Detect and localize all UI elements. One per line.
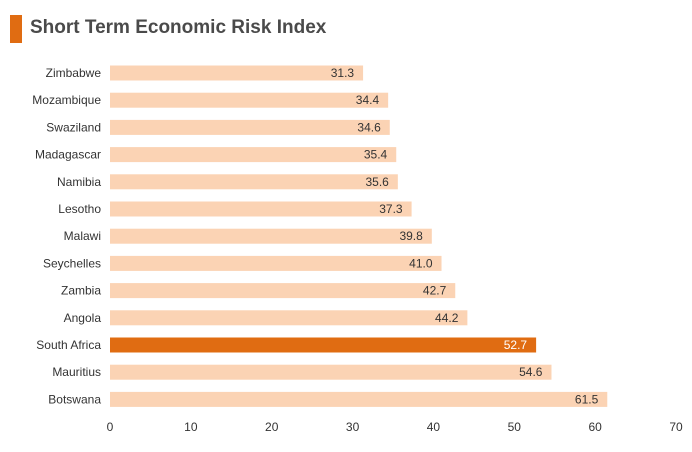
category-label: Botswana bbox=[48, 392, 101, 406]
bar bbox=[110, 364, 552, 380]
value-label: 35.6 bbox=[365, 175, 389, 189]
category-label: Seychelles bbox=[43, 256, 101, 270]
value-label: 52.7 bbox=[504, 338, 528, 352]
x-tick-label: 70 bbox=[669, 420, 683, 434]
bar bbox=[110, 283, 456, 299]
title-accent-bar bbox=[10, 15, 22, 43]
category-label: Malawi bbox=[64, 229, 101, 243]
category-label: Swaziland bbox=[46, 120, 101, 134]
value-label: 37.3 bbox=[379, 202, 403, 216]
bar bbox=[110, 92, 389, 108]
x-tick-label: 50 bbox=[508, 420, 522, 434]
value-label: 35.4 bbox=[364, 148, 388, 162]
value-label: 44.2 bbox=[435, 311, 459, 325]
category-label: South Africa bbox=[36, 338, 101, 352]
bar bbox=[110, 174, 398, 190]
value-label: 34.4 bbox=[356, 93, 380, 107]
bar bbox=[110, 228, 432, 244]
category-label: Namibia bbox=[57, 175, 101, 189]
category-label: Mauritius bbox=[52, 365, 101, 379]
bar bbox=[110, 201, 412, 217]
x-tick-label: 0 bbox=[107, 420, 114, 434]
value-label: 42.7 bbox=[423, 284, 447, 298]
value-label: 54.6 bbox=[519, 365, 543, 379]
category-label: Zimbabwe bbox=[46, 66, 102, 80]
bar bbox=[110, 119, 390, 135]
value-label: 39.8 bbox=[399, 229, 423, 243]
bar bbox=[110, 310, 468, 326]
category-label: Madagascar bbox=[35, 148, 101, 162]
category-label: Mozambique bbox=[32, 93, 101, 107]
x-tick-label: 10 bbox=[184, 420, 198, 434]
chart-title: Short Term Economic Risk Index bbox=[30, 17, 327, 38]
value-label: 31.3 bbox=[331, 66, 355, 80]
category-label: Angola bbox=[64, 311, 102, 325]
bar bbox=[110, 147, 397, 163]
bar bbox=[110, 65, 364, 81]
x-tick-label: 60 bbox=[588, 420, 602, 434]
category-label: Zambia bbox=[61, 284, 101, 298]
bar bbox=[110, 255, 442, 271]
bar bbox=[110, 337, 537, 353]
x-tick-label: 20 bbox=[265, 420, 279, 434]
value-label: 41.0 bbox=[409, 256, 433, 270]
x-tick-label: 40 bbox=[427, 420, 441, 434]
category-label: Lesotho bbox=[58, 202, 101, 216]
x-tick-label: 30 bbox=[346, 420, 360, 434]
bar bbox=[110, 391, 608, 407]
value-label: 34.6 bbox=[357, 120, 381, 134]
value-label: 61.5 bbox=[575, 392, 599, 406]
